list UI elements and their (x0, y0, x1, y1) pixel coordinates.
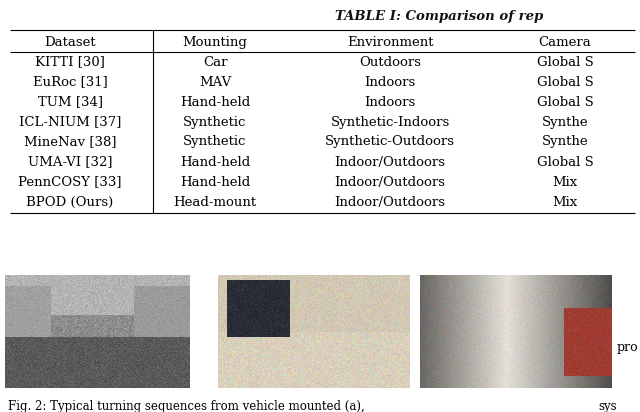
Text: PennCOSY [33]: PennCOSY [33] (19, 176, 122, 189)
Text: UMA-VI [32]: UMA-VI [32] (28, 155, 112, 169)
Text: Indoor/Outdoors: Indoor/Outdoors (335, 176, 445, 189)
Text: Camera: Camera (539, 35, 591, 49)
Text: ICL-NIUM [37]: ICL-NIUM [37] (19, 115, 121, 129)
Text: MineNav [38]: MineNav [38] (24, 136, 116, 148)
Text: Synthe: Synthe (541, 136, 588, 148)
Text: Indoors: Indoors (364, 75, 415, 89)
Text: Global S: Global S (536, 75, 593, 89)
Text: pro: pro (617, 342, 639, 354)
Text: Global S: Global S (536, 155, 593, 169)
Text: BPOD (Ours): BPOD (Ours) (26, 196, 114, 208)
Text: Synthetic-Indoors: Synthetic-Indoors (330, 115, 450, 129)
Text: Head-mount: Head-mount (173, 196, 257, 208)
Text: Indoor/Outdoors: Indoor/Outdoors (335, 155, 445, 169)
Text: Global S: Global S (536, 96, 593, 108)
Text: KITTI [30]: KITTI [30] (35, 56, 105, 68)
Text: MAV: MAV (199, 75, 231, 89)
Text: Dataset: Dataset (44, 35, 96, 49)
Text: EuRoc [31]: EuRoc [31] (33, 75, 108, 89)
Text: Mounting: Mounting (182, 35, 248, 49)
Text: Hand-held: Hand-held (180, 176, 250, 189)
Text: Synthe: Synthe (541, 115, 588, 129)
Text: Outdoors: Outdoors (359, 56, 421, 68)
Text: Mix: Mix (552, 196, 578, 208)
Text: (b): (b) (222, 375, 240, 388)
Text: Global S: Global S (536, 56, 593, 68)
Text: Car: Car (203, 56, 227, 68)
Text: Synthetic-Outdoors: Synthetic-Outdoors (325, 136, 455, 148)
Text: TUM [34]: TUM [34] (38, 96, 102, 108)
Text: Mix: Mix (552, 176, 578, 189)
Text: Environment: Environment (347, 35, 433, 49)
Text: Synthetic: Synthetic (183, 115, 246, 129)
Text: Fig. 2: Typical turning sequences from vehicle mounted (a),: Fig. 2: Typical turning sequences from v… (8, 400, 365, 412)
Text: TABLE I: Comparison of rep: TABLE I: Comparison of rep (335, 10, 543, 23)
Text: Indoors: Indoors (364, 96, 415, 108)
Text: Hand-held: Hand-held (180, 96, 250, 108)
Text: Synthetic: Synthetic (183, 136, 246, 148)
Text: Indoor/Outdoors: Indoor/Outdoors (335, 196, 445, 208)
Text: (a): (a) (8, 375, 26, 388)
Text: sys: sys (598, 400, 616, 412)
Text: (c): (c) (423, 375, 440, 388)
Text: Hand-held: Hand-held (180, 155, 250, 169)
